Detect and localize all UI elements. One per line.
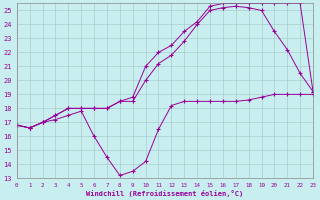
X-axis label: Windchill (Refroidissement éolien,°C): Windchill (Refroidissement éolien,°C) [86,190,244,197]
